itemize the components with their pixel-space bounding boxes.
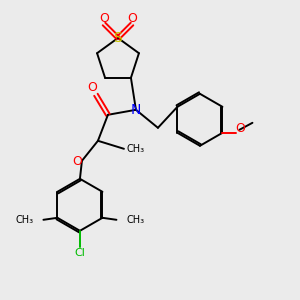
Text: O: O (72, 155, 82, 168)
Text: CH₃: CH₃ (127, 144, 145, 154)
Text: N: N (131, 103, 141, 117)
Text: CH₃: CH₃ (15, 215, 33, 225)
Text: O: O (99, 13, 109, 26)
Text: S: S (114, 31, 122, 45)
Text: O: O (236, 122, 245, 135)
Text: O: O (127, 13, 137, 26)
Text: CH₃: CH₃ (126, 215, 145, 225)
Text: O: O (87, 81, 97, 94)
Text: Cl: Cl (74, 248, 86, 258)
